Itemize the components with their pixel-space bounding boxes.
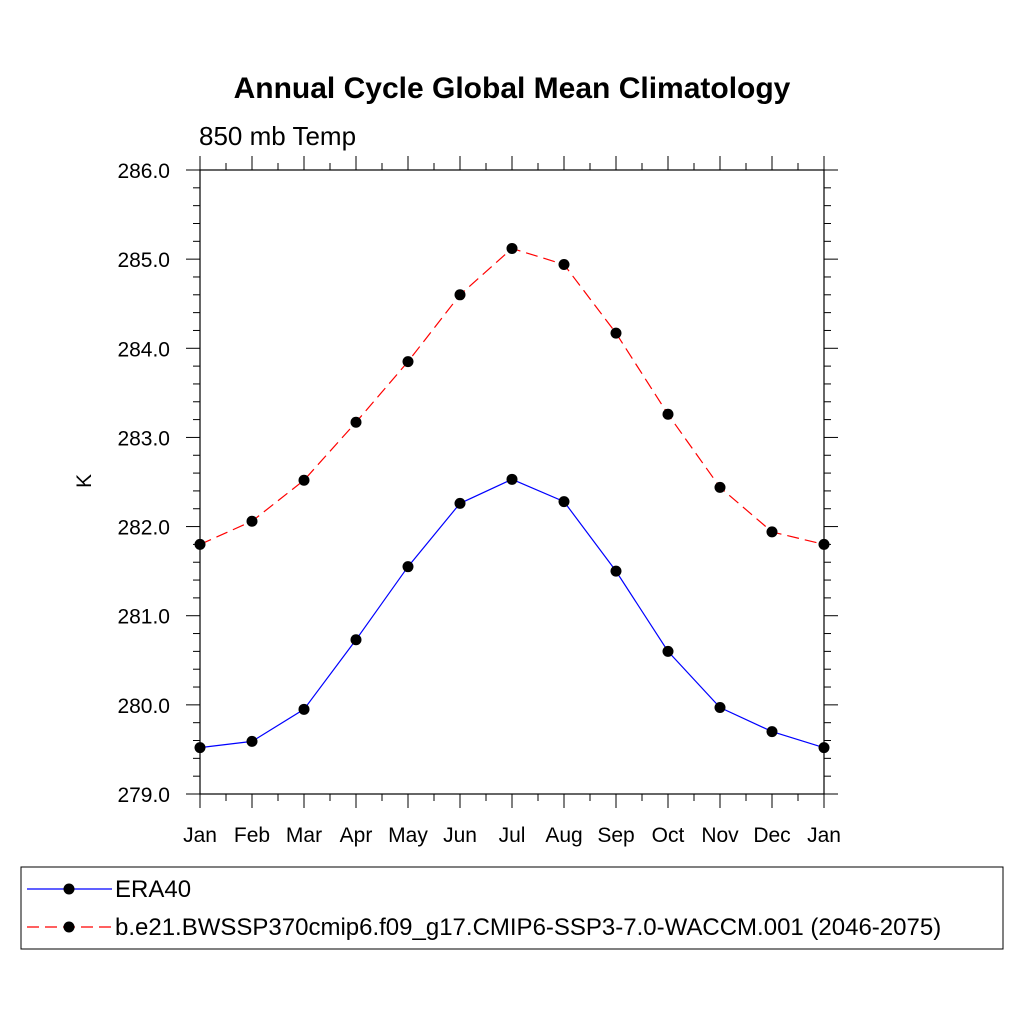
- series-line-1: [199, 478, 825, 749]
- data-point-series-2: [350, 416, 362, 428]
- x-tick-label: Jan: [807, 824, 841, 847]
- data-point-series-2: [298, 474, 310, 486]
- y-tick-label: 286.0: [117, 160, 170, 183]
- data-point-series-1: [610, 565, 622, 577]
- data-point-series-2: [766, 526, 778, 538]
- data-point-series-2: [714, 481, 726, 493]
- legend-label-2: b.e21.BWSSP370cmip6.f09_g17.CMIP6-SSP3-7…: [115, 914, 941, 941]
- data-point-series-2: [662, 408, 674, 420]
- series-layer: [194, 242, 830, 754]
- y-tick-label: 281.0: [117, 606, 170, 629]
- data-point-series-2: [558, 258, 570, 270]
- data-point-series-1: [298, 703, 310, 715]
- y-axis-label: K: [73, 474, 96, 488]
- legend-marker-1: [63, 883, 75, 895]
- y-tick-label: 280.0: [117, 695, 170, 718]
- x-tick-label: Feb: [234, 824, 270, 847]
- data-point-series-1: [454, 497, 466, 509]
- y-tick-label: 284.0: [117, 338, 170, 361]
- legend-label-1: ERA40: [115, 876, 191, 903]
- data-point-series-1: [246, 735, 258, 747]
- x-tick-label: Jan: [183, 824, 217, 847]
- legend-box: [20, 866, 1004, 950]
- data-point-series-1: [506, 473, 518, 485]
- chart-subtitle: 850 mb Temp: [199, 121, 356, 151]
- data-point-series-2: [610, 327, 622, 339]
- data-point-series-2: [246, 515, 258, 527]
- data-point-series-2: [506, 242, 518, 254]
- y-tick-label: 279.0: [117, 784, 170, 807]
- series-line-2: [199, 247, 825, 545]
- data-point-series-1: [350, 634, 362, 646]
- data-point-series-2: [454, 289, 466, 301]
- data-point-series-1: [714, 702, 726, 714]
- y-tick-label: 283.0: [117, 427, 170, 450]
- x-tick-label: May: [388, 824, 428, 847]
- axis-ticks: Jan Feb Mar Apr May Jun Jul Aug Sep Oct Nov Dec Jan 2…: [117, 156, 841, 847]
- chart-title: Annual Cycle Global Mean Climatology: [234, 72, 791, 105]
- legend: ERA40 b.e21.BWSSP370cmip6.f09_g17.CMIP6-S…: [20, 866, 1004, 950]
- legend-marker-2: [63, 921, 75, 933]
- data-point-series-1: [558, 496, 570, 508]
- data-point-series-2: [402, 356, 414, 368]
- x-tick-label: Mar: [286, 824, 322, 847]
- data-point-series-1: [402, 561, 414, 573]
- x-tick-label: Jul: [499, 824, 526, 847]
- x-tick-label: Oct: [652, 824, 685, 847]
- data-point-series-1: [662, 645, 674, 657]
- x-tick-label: Jun: [443, 824, 477, 847]
- data-point-series-1: [766, 726, 778, 738]
- x-tick-label: Apr: [340, 824, 373, 847]
- x-tick-label: Dec: [753, 824, 790, 847]
- x-tick-label: Sep: [597, 824, 634, 847]
- x-tick-label: Nov: [701, 824, 739, 847]
- y-tick-label: 282.0: [117, 517, 170, 540]
- y-tick-label: 285.0: [117, 249, 170, 272]
- x-tick-label: Aug: [545, 824, 582, 847]
- plot-frame: [199, 169, 825, 795]
